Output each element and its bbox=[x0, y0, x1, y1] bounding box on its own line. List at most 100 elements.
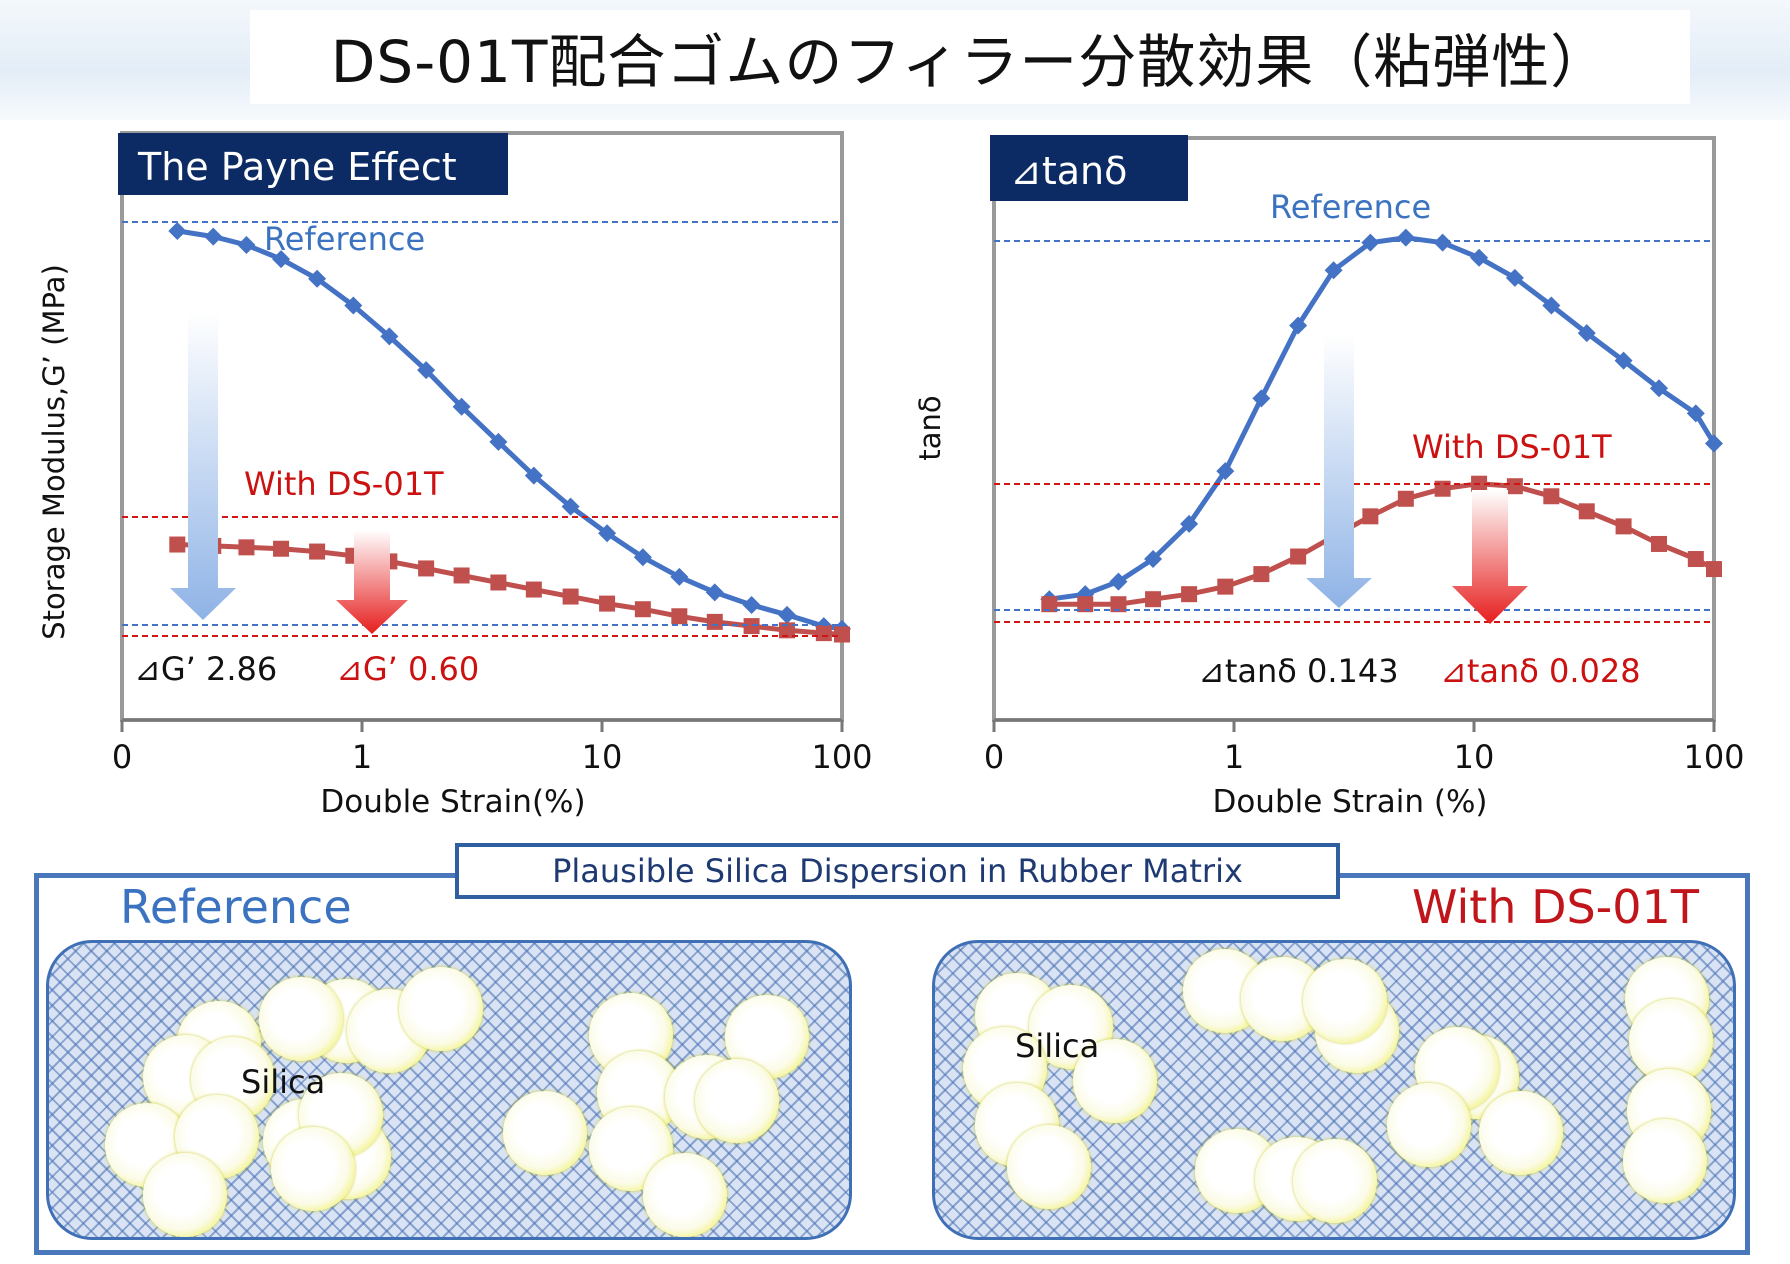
payne-point-reference bbox=[344, 296, 363, 315]
payne-point-reference bbox=[524, 466, 543, 485]
silica-particle bbox=[1293, 1139, 1377, 1223]
payne-point-reference bbox=[489, 432, 508, 451]
silica-particle bbox=[1007, 1125, 1091, 1209]
tand-point-ds01t bbox=[1506, 478, 1523, 495]
tand-ref-label: Reference bbox=[1270, 188, 1431, 226]
silica-label-reference: Silica bbox=[241, 1063, 326, 1101]
payne-point-ds01t bbox=[599, 595, 616, 612]
tand-ds-delta: ⊿tanδ 0.028 bbox=[1440, 652, 1641, 690]
payne-x-tick-label: 100 bbox=[811, 738, 872, 776]
payne-point-reference bbox=[204, 227, 223, 246]
payne-series bbox=[168, 221, 851, 643]
payne-point-ds01t bbox=[273, 540, 290, 557]
tand-point-reference bbox=[1144, 550, 1163, 569]
tand-ds-label: With DS-01T bbox=[1412, 428, 1612, 466]
tand-point-reference bbox=[1396, 228, 1415, 247]
payne-ds-arrow bbox=[336, 530, 408, 634]
page-title: DS-01T配合ゴムのフィラー分散効果（粘弾性） bbox=[250, 10, 1690, 104]
tand-point-ds01t bbox=[1362, 508, 1379, 525]
payne-point-reference bbox=[670, 567, 689, 586]
payne-badge-text: The Payne Effect bbox=[137, 145, 457, 189]
tand-point-ds01t bbox=[1217, 578, 1234, 595]
payne-x-ticks: 0 1 10 100 bbox=[112, 718, 873, 776]
tand-point-ds01t bbox=[1706, 561, 1722, 578]
tand-point-ds01t bbox=[1578, 503, 1595, 520]
payne-ref-delta: ⊿G’ 2.86 bbox=[134, 650, 277, 688]
silica-particle bbox=[1303, 959, 1387, 1043]
silica-particle bbox=[399, 967, 483, 1051]
payne-point-reference bbox=[778, 605, 797, 624]
payne-ds-delta: ⊿G’ 0.60 bbox=[336, 650, 479, 688]
tand-point-reference bbox=[1252, 389, 1271, 408]
payne-ref-label: Reference bbox=[264, 220, 425, 258]
payne-point-reference bbox=[705, 583, 724, 602]
tand-x-tick-label: 100 bbox=[1683, 738, 1744, 776]
payne-point-ds01t bbox=[815, 625, 832, 642]
payne-point-reference bbox=[237, 236, 256, 254]
payne-point-ds01t bbox=[562, 588, 579, 605]
tand-point-ds01t bbox=[1253, 566, 1270, 583]
payne-point-reference bbox=[380, 327, 399, 346]
silica-particle bbox=[1073, 1039, 1157, 1123]
tand-ref-delta: ⊿tanδ 0.143 bbox=[1198, 652, 1399, 690]
silica-particle bbox=[271, 1127, 355, 1211]
payne-point-reference bbox=[168, 221, 187, 240]
payne-x-label: Double Strain(%) bbox=[320, 784, 585, 820]
tand-point-reference bbox=[1505, 268, 1524, 287]
tand-point-reference bbox=[1577, 324, 1596, 343]
payne-point-ds01t bbox=[525, 581, 542, 598]
tand-point-reference bbox=[1180, 514, 1199, 533]
tand-point-ds01t bbox=[1397, 490, 1414, 507]
tand-x-label: Double Strain (%) bbox=[1212, 784, 1487, 820]
tand-badge-text: ⊿tanδ bbox=[1010, 149, 1127, 193]
silica-particle bbox=[259, 977, 343, 1061]
tand-point-ds01t bbox=[1687, 551, 1704, 568]
payne-point-reference bbox=[742, 596, 761, 614]
tand-point-ds01t bbox=[1651, 535, 1668, 552]
payne-point-reference bbox=[598, 524, 617, 543]
tand-point-ds01t bbox=[1041, 596, 1058, 613]
payne-point-reference bbox=[452, 397, 471, 416]
tand-point-ds01t bbox=[1110, 596, 1127, 613]
tand-point-ds01t bbox=[1615, 518, 1632, 535]
payne-point-ds01t bbox=[238, 539, 255, 556]
silica-particle bbox=[1387, 1083, 1471, 1167]
payne-point-reference bbox=[417, 361, 436, 380]
payne-y-label: Storage Modulus,G’ (MPa) bbox=[37, 264, 71, 640]
tand-point-reference bbox=[1470, 248, 1489, 267]
silica-particle bbox=[695, 1059, 779, 1143]
tand-point-reference bbox=[1433, 233, 1452, 252]
payne-point-reference bbox=[561, 497, 580, 516]
payne-point-ds01t bbox=[634, 601, 651, 618]
tand-x-ticks: 0 1 10 100 bbox=[984, 718, 1745, 776]
payne-point-ds01t bbox=[490, 574, 507, 591]
payne-point-ds01t bbox=[743, 618, 760, 635]
dispersion-right-label: With DS-01T bbox=[1412, 880, 1699, 934]
tand-y-label: tanδ bbox=[913, 395, 947, 460]
silica-particle bbox=[503, 1091, 587, 1175]
payne-point-ds01t bbox=[706, 613, 723, 630]
payne-chart: The Payne Effect Storage Modulus,G’ (MPa… bbox=[37, 131, 873, 820]
tand-point-reference bbox=[1289, 316, 1308, 335]
silica-particle bbox=[643, 1153, 727, 1237]
payne-badge: The Payne Effect bbox=[118, 133, 508, 195]
payne-x-tick-label: 10 bbox=[582, 738, 623, 776]
tand-ds-arrow bbox=[1452, 490, 1528, 624]
tand-point-ds01t bbox=[1145, 591, 1162, 608]
payne-x-tick-label: 0 bbox=[112, 738, 132, 776]
payne-ds-label: With DS-01T bbox=[244, 465, 444, 503]
payne-point-ds01t bbox=[671, 608, 688, 625]
tand-point-reference bbox=[1216, 462, 1235, 481]
payne-point-ds01t bbox=[309, 543, 326, 560]
dispersion-caption: Plausible Silica Dispersion in Rubber Ma… bbox=[455, 843, 1340, 899]
silica-label-ds01t: Silica bbox=[1015, 1027, 1100, 1065]
tand-point-reference bbox=[1109, 572, 1128, 591]
payne-point-ds01t bbox=[779, 622, 796, 639]
matrix-ds01t: Silica bbox=[932, 940, 1736, 1240]
payne-point-ds01t bbox=[169, 536, 186, 553]
payne-x-tick-label: 1 bbox=[352, 738, 372, 776]
tand-point-reference bbox=[1614, 351, 1633, 370]
silica-particle bbox=[1623, 1119, 1707, 1203]
tand-chart: ⊿tanδ tanδ Double Strain (%) 0 1 10 100 Ref… bbox=[913, 135, 1745, 820]
payne-point-reference bbox=[633, 548, 652, 567]
